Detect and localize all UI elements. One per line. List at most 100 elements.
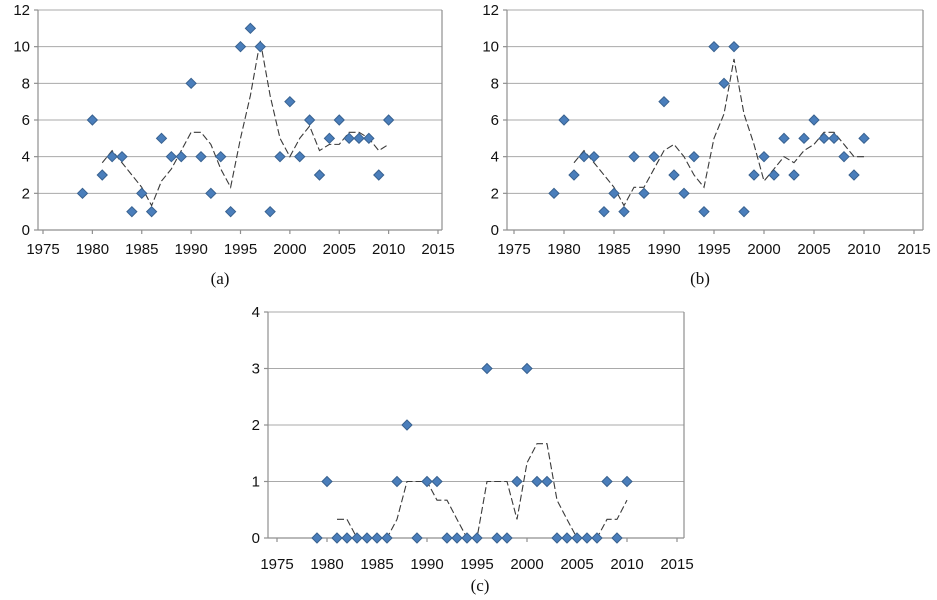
data-point-2007 (828, 132, 840, 145)
data-point-1999 (511, 475, 523, 488)
data-point-2008 (363, 132, 375, 145)
x-axis-label-1995: 1995 (224, 241, 257, 258)
y-axis-label-4: 4 (252, 304, 260, 321)
x-axis-label-2000: 2000 (273, 241, 306, 258)
data-point-1986 (381, 532, 393, 544)
x-axis-label-1985: 1985 (360, 556, 393, 573)
data-point-2007 (591, 532, 603, 544)
data-point-1980 (558, 114, 570, 126)
x-axis-label-1980: 1980 (310, 556, 343, 573)
data-point-1985 (136, 187, 148, 200)
y-axis-label-8: 8 (491, 75, 499, 92)
data-point-1994 (224, 205, 237, 218)
data-point-2006 (581, 532, 593, 544)
data-point-2003 (788, 169, 800, 181)
data-point-2001 (768, 169, 780, 181)
data-point-1979 (311, 532, 323, 544)
data-point-1998 (264, 205, 276, 218)
data-point-1993 (688, 150, 700, 163)
x-axis-label-2000: 2000 (510, 556, 543, 573)
data-point-1989 (648, 150, 660, 163)
x-axis-label-1985: 1985 (597, 241, 630, 258)
data-point-1986 (145, 205, 158, 218)
data-point-1998 (501, 532, 513, 544)
data-point-1992 (205, 187, 217, 200)
y-axis-label-3: 3 (252, 361, 260, 378)
x-axis-label-1995: 1995 (460, 556, 493, 573)
data-point-1992 (678, 187, 690, 200)
data-point-2009 (611, 532, 623, 544)
x-axis-label-1980: 1980 (547, 241, 580, 258)
y-axis-label-0: 0 (491, 222, 499, 239)
data-point-1979 (548, 187, 560, 200)
data-point-1989 (411, 532, 423, 544)
x-axis-label-1985: 1985 (125, 241, 158, 258)
data-point-1984 (361, 532, 373, 544)
y-axis-label-2: 2 (22, 185, 30, 202)
data-point-2002 (541, 475, 553, 488)
data-point-2003 (551, 532, 563, 544)
x-axis-label-2010: 2010 (372, 241, 405, 258)
x-axis-label-1990: 1990 (410, 556, 443, 573)
data-point-1984 (126, 205, 138, 218)
data-point-1998 (738, 205, 750, 218)
data-point-2008 (601, 475, 613, 488)
data-point-1994 (698, 205, 710, 218)
data-point-2002 (778, 132, 790, 145)
data-point-1981 (96, 169, 108, 181)
trend-line (101, 40, 389, 207)
data-point-2006 (818, 132, 830, 145)
data-point-2002 (303, 114, 316, 126)
data-point-2005 (333, 114, 345, 126)
y-axis-label-12: 12 (13, 2, 30, 19)
data-point-1981 (331, 532, 343, 544)
y-axis-label-10: 10 (13, 39, 30, 56)
x-axis-label-1975: 1975 (497, 241, 530, 258)
data-point-1980 (321, 475, 333, 488)
y-axis-label-0: 0 (252, 530, 260, 547)
data-point-2010 (382, 114, 395, 126)
data-point-1991 (195, 150, 207, 163)
data-point-1988 (165, 150, 178, 163)
x-axis-label-2005: 2005 (560, 556, 593, 573)
y-axis-label-0: 0 (22, 222, 30, 239)
data-point-1981 (568, 169, 580, 181)
data-point-2000 (758, 150, 770, 163)
y-axis-label-6: 6 (491, 112, 499, 129)
data-point-1997 (254, 40, 266, 53)
chart-a: 0 2 4 6 8 10 12 1975 1980 1985 1990 1995 2000 2005 201… (0, 0, 460, 262)
data-point-1989 (175, 150, 187, 163)
data-point-1979 (76, 187, 89, 200)
data-point-1995 (708, 40, 720, 53)
y-axis-label-2: 2 (491, 185, 499, 202)
x-axis-label-2015: 2015 (421, 241, 454, 258)
x-axis-label-2005: 2005 (797, 241, 830, 258)
x-axis-label-1995: 1995 (697, 241, 730, 258)
data-point-2007 (353, 132, 365, 145)
chart-b-caption: (b) (690, 269, 710, 288)
data-point-2004 (323, 132, 336, 145)
trend-line (573, 58, 864, 207)
data-point-1982 (341, 532, 353, 544)
data-point-1990 (185, 77, 197, 90)
data-point-2000 (284, 95, 296, 108)
data-point-1983 (588, 150, 600, 163)
data-point-1996 (718, 77, 730, 90)
data-point-2006 (343, 132, 355, 145)
data-point-2001 (294, 150, 306, 163)
data-point-1986 (618, 205, 630, 218)
data-point-1993 (451, 532, 463, 544)
x-axis-label-1990: 1990 (647, 241, 680, 258)
y-axis-label-2: 2 (252, 417, 260, 434)
x-axis-label-2015: 2015 (660, 556, 693, 573)
data-point-2009 (373, 169, 385, 181)
data-point-1995 (234, 40, 247, 53)
data-point-1991 (431, 475, 443, 488)
data-point-1994 (461, 532, 473, 544)
data-point-2004 (561, 532, 573, 544)
chart-c: 0 1 2 3 4 1975 1980 1985 1990 1995 2000 2005 2010 201… (228, 295, 708, 577)
trend-line (337, 443, 628, 539)
data-point-1982 (578, 150, 590, 163)
x-axis-label-2005: 2005 (323, 241, 356, 258)
